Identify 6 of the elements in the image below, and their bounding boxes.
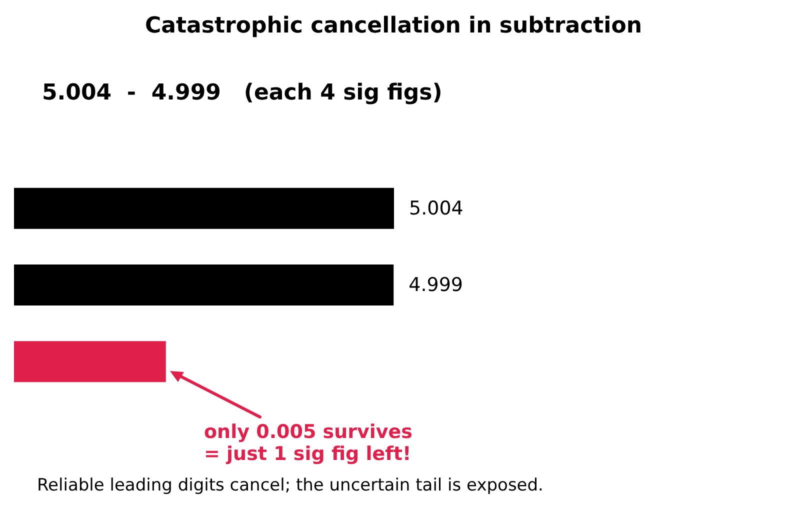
data-label: 5.004 [409,197,464,220]
text: only 0.005 survives = just 1 sig fig left! [204,421,412,465]
chart-title: Catastrophic cancellation in subtraction [145,14,642,38]
data-label: 4.999 [408,274,464,296]
chart-subtitle: 5.004 - 4.999 (each 4 sig figs) [42,80,442,106]
text: Reliable leading digits cancel; the uncertain tail is exposed. [37,476,544,496]
